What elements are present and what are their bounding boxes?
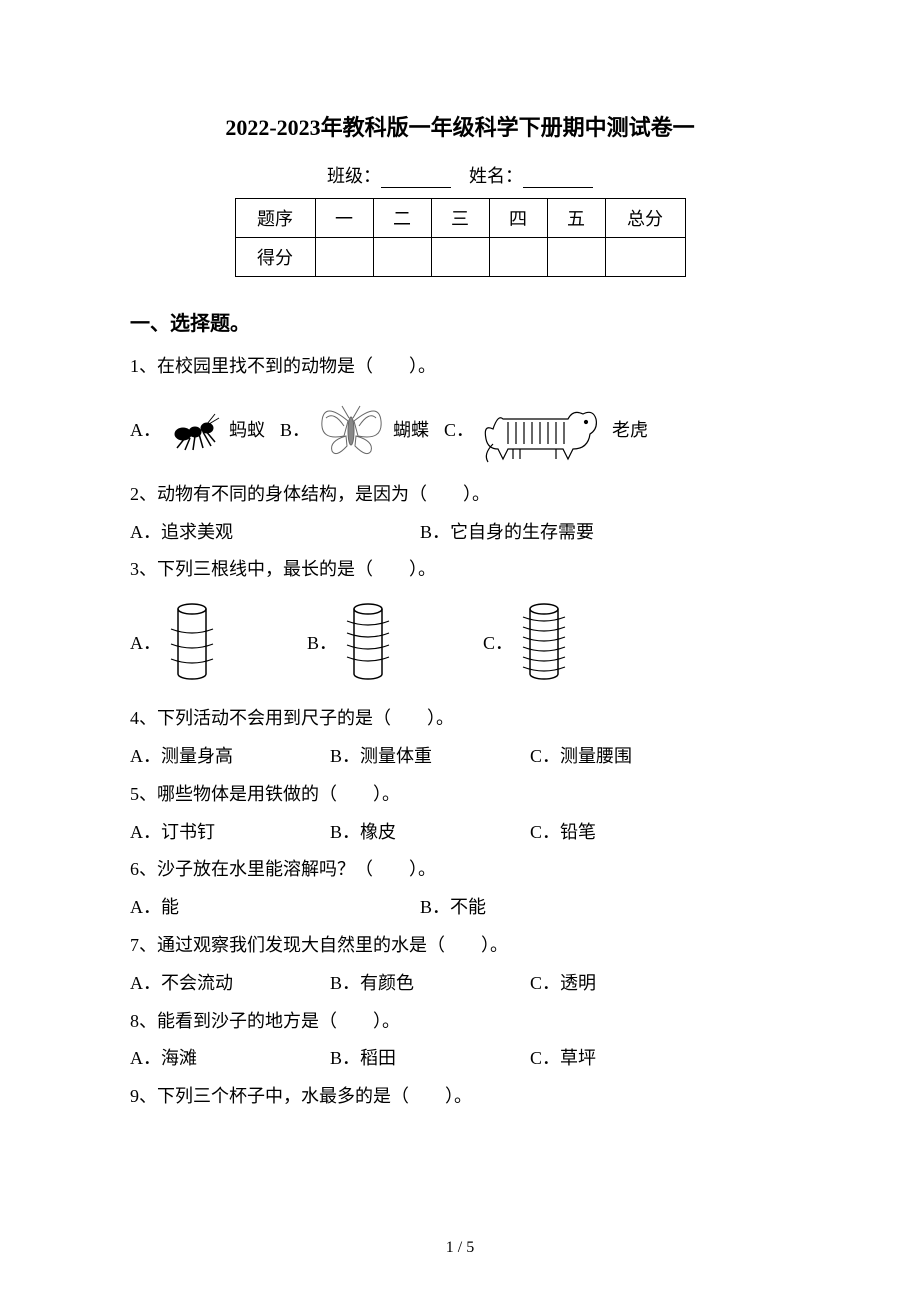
- name-blank: [523, 170, 593, 188]
- cell-header: 四: [489, 199, 547, 238]
- q2-option-a: A．追求美观: [130, 514, 420, 552]
- q7-option-a: A．不会流动: [130, 965, 330, 1003]
- q3-option-a: A．: [130, 599, 217, 684]
- cell-blank: [315, 238, 373, 277]
- cylinder-icon: [167, 599, 217, 684]
- exam-title: 2022-2023年教科版一年级科学下册期中测试卷一: [130, 110, 790, 142]
- q8-option-c: C．草坪: [530, 1040, 730, 1078]
- cell-blank: [489, 238, 547, 277]
- q8-option-b: B．稻田: [330, 1040, 530, 1078]
- q6-option-a: A．能: [130, 889, 420, 927]
- cell-blank: [373, 238, 431, 277]
- class-name-row: 班级： 姓名：: [130, 162, 790, 188]
- option-letter: B．: [307, 629, 337, 655]
- question-2-options: A．追求美观 B．它自身的生存需要: [130, 514, 790, 552]
- option-label: 蝴蝶: [393, 416, 429, 442]
- q5-option-b: B．橡皮: [330, 814, 530, 852]
- question-7-options: A．不会流动 B．有颜色 C．透明: [130, 965, 790, 1003]
- table-row: 得分: [235, 238, 685, 277]
- question-1-options: A． 蚂蚁 B．: [130, 394, 790, 464]
- option-letter: C．: [483, 629, 513, 655]
- cell-header: 总分: [605, 199, 685, 238]
- class-label: 班级：: [327, 166, 381, 186]
- question-5-text: 5、哪些物体是用铁做的（ ）。: [130, 776, 790, 814]
- cell-blank: [431, 238, 489, 277]
- q5-option-a: A．订书钉: [130, 814, 330, 852]
- option-label: 蚂蚁: [229, 416, 265, 442]
- question-4-options: A．测量身高 B．测量体重 C．测量腰围: [130, 738, 790, 776]
- question-6-text: 6、沙子放在水里能溶解吗？（ ）。: [130, 851, 790, 889]
- question-8-text: 8、能看到沙子的地方是（ ）。: [130, 1003, 790, 1041]
- butterfly-icon: [314, 396, 389, 461]
- question-4-text: 4、下列活动不会用到尺子的是（ ）。: [130, 700, 790, 738]
- option-letter: C．: [444, 416, 474, 442]
- cell-header: 五: [547, 199, 605, 238]
- cell-label: 得分: [235, 238, 315, 277]
- question-3-text: 3、下列三根线中，最长的是（ ）。: [130, 551, 790, 589]
- question-1-text: 1、在校园里找不到的动物是（ ）。: [130, 348, 790, 386]
- table-row: 题序 一 二 三 四 五 总分: [235, 199, 685, 238]
- q7-option-c: C．透明: [530, 965, 730, 1003]
- cell-header: 三: [431, 199, 489, 238]
- question-3-options: A． B．: [130, 599, 790, 684]
- option-letter: B．: [280, 416, 310, 442]
- section-heading: 一、选择题。: [130, 307, 790, 336]
- question-9-text: 9、下列三个杯子中，水最多的是（ ）。: [130, 1078, 790, 1116]
- q3-option-b: B．: [307, 599, 393, 684]
- name-label: 姓名：: [469, 166, 523, 186]
- question-8-options: A．海滩 B．稻田 C．草坪: [130, 1040, 790, 1078]
- q8-option-a: A．海滩: [130, 1040, 330, 1078]
- option-label: 老虎: [612, 416, 648, 442]
- q5-option-c: C．铅笔: [530, 814, 730, 852]
- q1-option-c: C． 老虎: [444, 394, 648, 464]
- q6-option-b: B．不能: [420, 889, 486, 927]
- question-6-options: A．能 B．不能: [130, 889, 790, 927]
- score-table: 题序 一 二 三 四 五 总分 得分: [235, 198, 686, 277]
- q7-option-b: B．有颜色: [330, 965, 530, 1003]
- cell-blank: [605, 238, 685, 277]
- q4-option-b: B．测量体重: [330, 738, 530, 776]
- cell-blank: [547, 238, 605, 277]
- page-number: 1 / 5: [0, 1239, 920, 1257]
- q1-option-a: A． 蚂蚁: [130, 404, 265, 454]
- question-5-options: A．订书钉 B．橡皮 C．铅笔: [130, 814, 790, 852]
- cell-header: 题序: [235, 199, 315, 238]
- cylinder-icon: [343, 599, 393, 684]
- q1-option-b: B． 蝴蝶: [280, 396, 429, 461]
- cylinder-icon: [519, 599, 569, 684]
- option-letter: A．: [130, 416, 161, 442]
- class-blank: [381, 170, 451, 188]
- cell-header: 一: [315, 199, 373, 238]
- q3-option-c: C．: [483, 599, 569, 684]
- q4-option-c: C．测量腰围: [530, 738, 730, 776]
- q4-option-a: A．测量身高: [130, 738, 330, 776]
- option-letter: A．: [130, 629, 161, 655]
- cell-header: 二: [373, 199, 431, 238]
- q2-option-b: B．它自身的生存需要: [420, 514, 594, 552]
- ant-icon: [165, 404, 225, 454]
- tiger-icon: [478, 394, 608, 464]
- question-2-text: 2、动物有不同的身体结构，是因为（ ）。: [130, 476, 790, 514]
- question-7-text: 7、通过观察我们发现大自然里的水是（ ）。: [130, 927, 790, 965]
